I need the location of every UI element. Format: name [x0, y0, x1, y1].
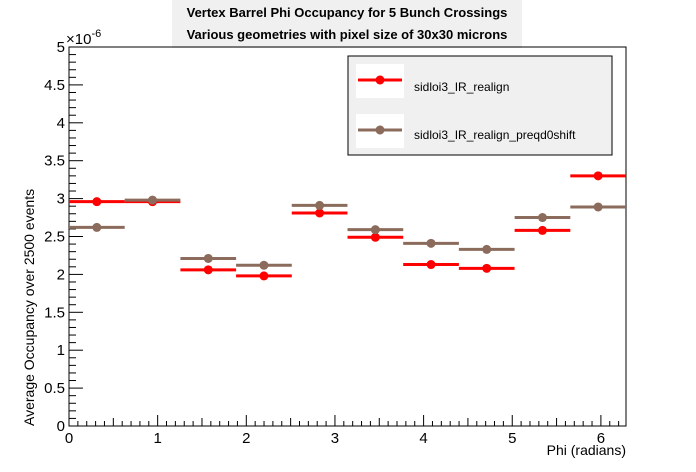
data-point [203, 265, 213, 275]
x-axis-title: Phi (radians) [547, 442, 626, 458]
data-point [315, 200, 325, 210]
y-tick-label: 1 [57, 342, 65, 359]
data-point [148, 195, 158, 205]
y-exponent-label: ×10-6 [66, 28, 101, 48]
data-point [482, 263, 492, 273]
data-point [593, 202, 603, 212]
legend-marker-1 [375, 75, 385, 85]
data-point [92, 197, 102, 207]
data-point [203, 253, 213, 263]
x-tick-label: 0 [65, 430, 73, 447]
x-tick-label: 5 [508, 430, 516, 447]
data-point [259, 271, 269, 281]
series-1 [68, 171, 626, 281]
y-axis-ticks: 0 0.5 1 1.5 2 2.5 3 3.5 4 4.5 5 [44, 39, 83, 435]
chart-title-line-2: Various geometries with pixel size of 30… [187, 27, 508, 42]
legend-label-1: sidloi3_IR_realign [414, 80, 509, 94]
data-point [426, 260, 436, 270]
x-tick-label: 4 [419, 430, 427, 447]
y-tick-label: 2.5 [44, 229, 65, 246]
data-point [482, 244, 492, 254]
data-point [370, 225, 380, 235]
x-tick-label: 2 [242, 430, 250, 447]
series-layer [68, 171, 626, 281]
data-point [315, 208, 325, 218]
data-point [259, 260, 269, 270]
y-exponent-power: -6 [91, 28, 101, 40]
x-tick-label: 1 [153, 430, 161, 447]
y-tick-label: 3 [57, 191, 65, 208]
y-tick-label: 0 [57, 418, 65, 435]
y-tick-label: 0.5 [44, 380, 65, 397]
y-tick-label: 1.5 [44, 304, 65, 321]
data-point [593, 171, 603, 181]
y-tick-label: 4 [57, 115, 65, 132]
y-tick-label: 4.5 [44, 77, 65, 94]
series-2 [68, 195, 626, 270]
data-point [92, 222, 102, 232]
y-exponent-base: ×10 [66, 31, 91, 48]
legend: sidloi3_IR_realign sidloi3_IR_realign_pr… [347, 55, 613, 156]
y-tick-label: 2 [57, 266, 65, 283]
legend-label-2: sidloi3_IR_realign_preqd0shift [414, 128, 576, 142]
data-point [370, 232, 380, 242]
data-point [537, 225, 547, 235]
y-tick-label: 3.5 [44, 153, 65, 170]
legend-marker-2 [375, 125, 385, 135]
x-axis-ticks: 0 1 2 3 4 5 6 [65, 415, 620, 447]
data-point [537, 213, 547, 223]
x-tick-label: 3 [331, 430, 339, 447]
data-point [426, 238, 436, 248]
chart-title-line-1: Vertex Barrel Phi Occupancy for 5 Bunch … [187, 5, 508, 20]
x-tick-label: 6 [597, 430, 605, 447]
y-axis-title: Average Occupancy over 2500 events [21, 189, 37, 426]
y-tick-label: 5 [57, 39, 65, 56]
title-box [172, 0, 522, 48]
